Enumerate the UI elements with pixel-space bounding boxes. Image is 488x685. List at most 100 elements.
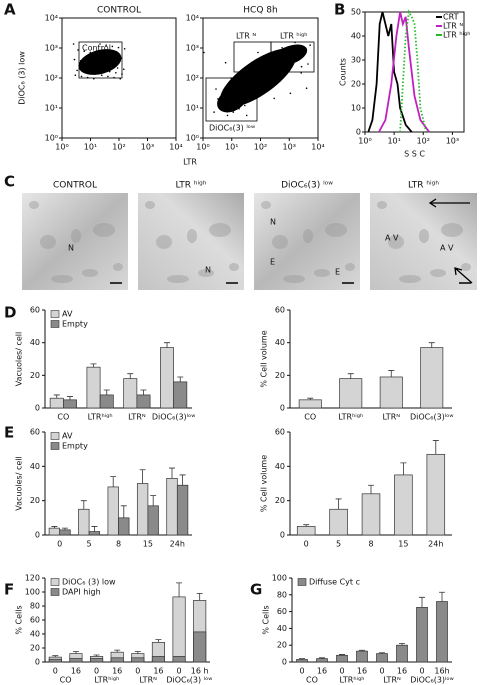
event-dot [268,82,270,84]
y-tick-label: 40 [275,462,285,471]
em-texture [82,269,98,277]
y-axis-label: DiOC₆ (3) low [18,51,27,105]
error-bar [307,397,314,400]
event-dot [94,73,97,75]
plot-title: HCQ 8h [243,6,277,16]
event-dot [99,43,101,45]
x-tick-label: 0 [304,540,309,549]
y-tick-label: 0 [35,404,40,413]
em-image [370,193,477,290]
legend-swatch [50,588,60,596]
em-texture [198,269,214,277]
bar [86,366,101,409]
error-bar [127,373,134,379]
em-texture [399,275,421,283]
em-texture [283,275,305,283]
event-dot [219,97,221,100]
bar [59,529,71,536]
em-image [22,193,128,290]
group-label: CO [306,676,318,685]
bar [136,483,149,536]
x-tick-label: 0 [177,667,182,676]
event-dot [305,87,308,89]
image-label: E [270,258,275,267]
event-cloud [78,49,122,75]
event-dot [262,67,265,69]
event-dot [100,74,103,76]
error-bar [80,500,87,510]
legend-label: AV [62,432,73,441]
bar [298,399,322,409]
y-tick-label: 80 [277,590,287,599]
y-tick-label: 10⁴ [45,14,58,23]
x-tick-label: LTRᴺ [128,413,146,422]
event-dot [281,47,283,49]
event-dot [244,104,246,107]
event-dot [88,72,91,74]
em-texture [345,263,355,271]
x-tick-label: 24h [428,540,443,549]
y-tick-label: 120 [25,574,40,583]
gate [205,77,258,122]
y-tick-label: 0 [282,658,287,667]
event-dot [251,87,254,89]
y-axis-label: % Cells [15,605,24,634]
x-tick-label: 8 [116,540,121,549]
x-tick-label: 10⁴ [311,143,324,152]
error-bar [176,582,183,597]
event-dot [232,111,235,113]
em-texture [388,235,404,249]
event-dot [257,51,259,54]
x-tick-label: 16 [71,667,81,676]
gate [78,41,123,79]
x-tick-label: 10⁴ [169,143,182,152]
y-tick-label: 60 [275,428,285,437]
gate [270,41,315,73]
histogram-line [367,11,413,133]
error-bar [66,396,73,400]
x-tick-label: CO [304,413,316,422]
panel-label: B [334,1,345,19]
x-tick-label: DiOC₆(3)ˡᵒʷ [410,413,454,422]
x-tick-label: 10⁰ [196,143,209,152]
x-tick-label: 0 [53,667,58,676]
y-tick-label: 20 [277,641,287,650]
y-axis-label: % Cells [262,605,271,634]
y-tick-label: 10 [351,104,361,113]
bar [316,658,328,663]
bar [361,493,381,536]
event-dot [123,48,126,50]
y-tick-label: 10¹ [186,104,199,113]
event-dot [285,63,288,65]
bar [78,508,90,536]
em-texture [209,223,231,237]
bar [48,658,62,663]
x-tick-label: 0 [419,667,424,676]
error-bar [368,484,374,494]
error-bar [164,342,171,348]
event-dot [80,75,83,78]
x-tick-label: 0 [379,667,384,676]
error-bar [114,649,121,653]
x-tick-label: LTRᴺ [382,413,400,422]
x-tick-label: 16 [397,667,407,676]
event-dot [116,67,119,69]
event-dot [217,98,219,100]
error-bar [103,389,110,395]
bar [356,650,368,663]
legend-label: Empty [62,320,88,329]
image-title: DiOC₆(3) ˡᵒʷ [281,181,333,191]
event-dot [120,57,122,60]
event-dot [295,56,297,59]
event-dot [89,51,92,54]
error-bar [299,658,305,660]
y-tick-label: 50 [351,8,361,17]
error-bar [120,505,127,518]
y-tick-label: 40 [30,462,40,471]
bar [160,347,174,409]
bar [296,659,308,663]
x-tick-label: 15 [398,540,408,549]
bar [172,656,186,663]
legend-swatch [50,578,60,586]
